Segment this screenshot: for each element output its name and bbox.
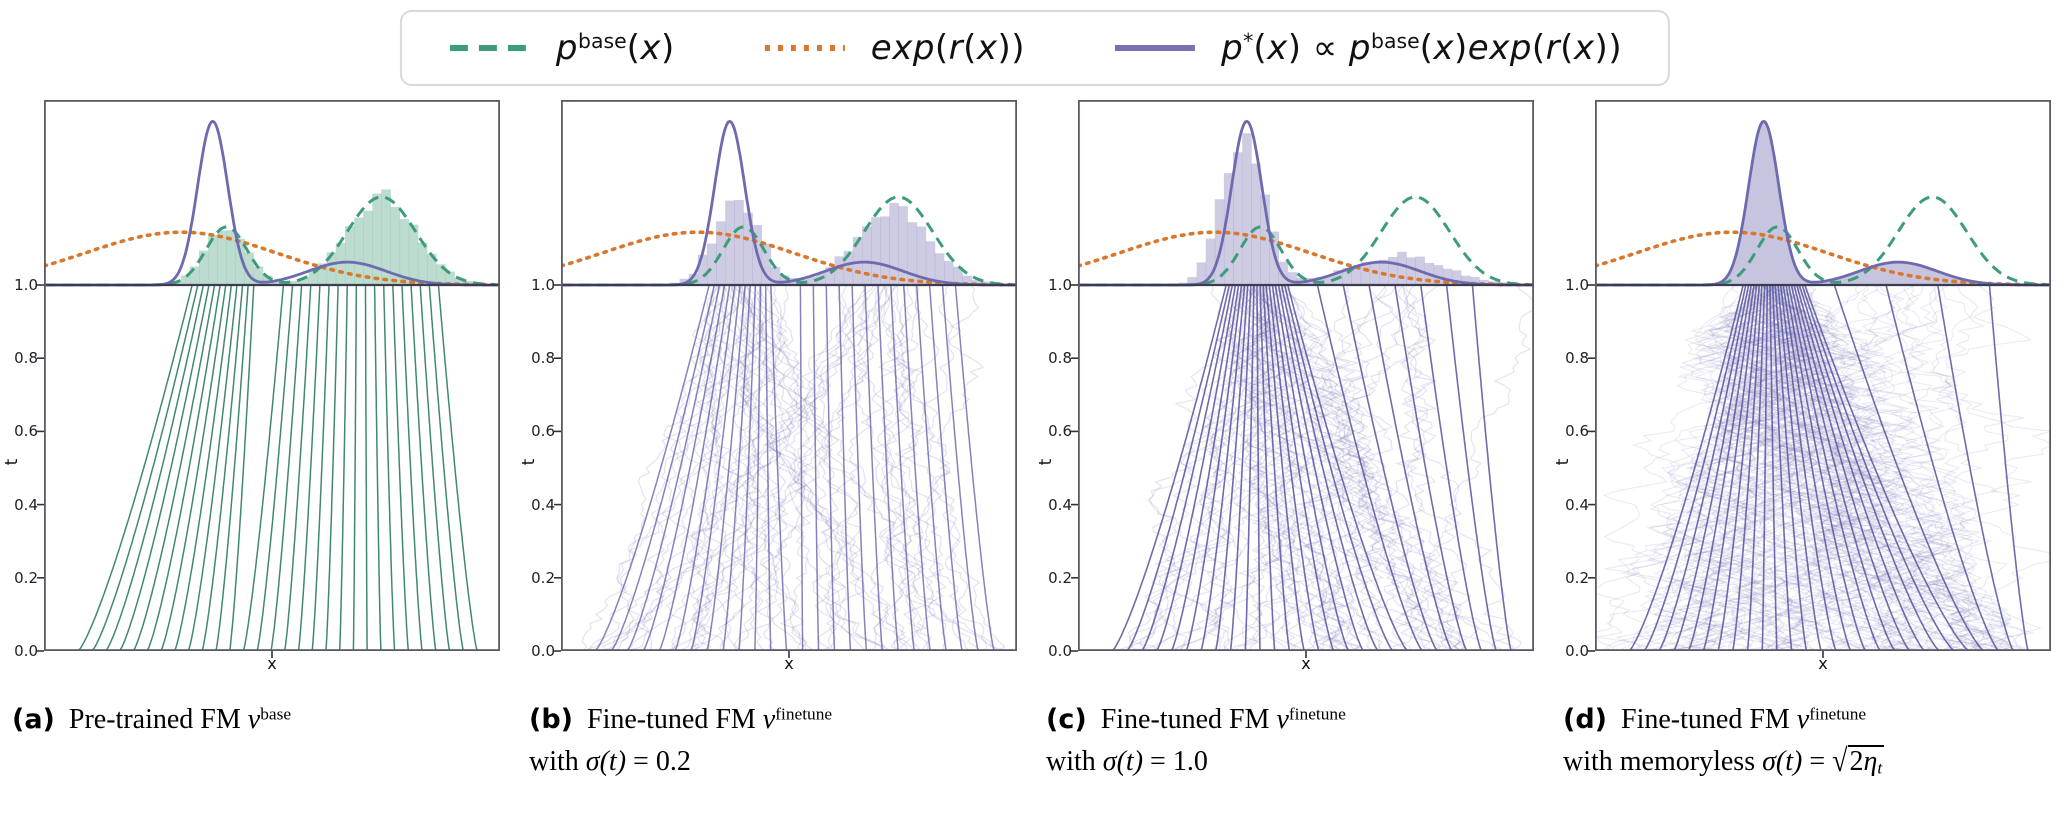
y-axis-title: t bbox=[1036, 458, 1056, 466]
y-tick-label: 0.4 bbox=[531, 495, 555, 514]
panel-a-plot bbox=[37, 99, 501, 658]
panel-d-y-axis: 1.0 0.8 0.6 0.4 0.2 0.0 t bbox=[1551, 100, 1595, 660]
panel-d: 1.0 0.8 0.6 0.4 0.2 0.0 t x (d) Fine-tuned FM v… bbox=[1551, 99, 2068, 783]
panel-a-caption: (a) Pre-trained FM vbase bbox=[12, 699, 513, 741]
caption-text: Pre-trained FM vbase bbox=[68, 704, 292, 735]
panel-c-x-label: x bbox=[1301, 654, 1311, 673]
caption-text: Fine-tuned FM vfinetune with memoryless σ… bbox=[1563, 704, 1885, 780]
legend-label-p-star: p*(x) ∝ pbase(x)exp(r(x)) bbox=[1221, 28, 1623, 68]
caption-tag: (c) bbox=[1046, 704, 1087, 735]
y-tick-label: 0.0 bbox=[531, 642, 555, 660]
legend: pbase(x) exp(r(x)) p*(x) ∝ pbase(x)exp(r(x… bbox=[399, 10, 1671, 86]
panel-c-plot bbox=[1071, 99, 1535, 658]
y-tick-label: 0.4 bbox=[14, 495, 38, 514]
panel-a-x-label: x bbox=[267, 654, 277, 673]
caption-tag: (a) bbox=[12, 704, 55, 735]
y-tick-label: 0.6 bbox=[14, 422, 38, 441]
caption-text: Fine-tuned FM vfinetune with σ(t) = 1.0 bbox=[1046, 704, 1346, 777]
caption-tag: (d) bbox=[1563, 704, 1608, 735]
panel-d-caption: (d) Fine-tuned FM vfinetune with memoryles… bbox=[1563, 699, 2064, 783]
y-tick-label: 0.6 bbox=[1565, 422, 1589, 441]
panel-b-y-axis: 1.0 0.8 0.6 0.4 0.2 0.0 t bbox=[517, 100, 561, 660]
y-tick-label: 0.8 bbox=[1048, 349, 1072, 368]
legend-entry-p-star: p*(x) ∝ pbase(x)exp(r(x)) bbox=[1113, 28, 1622, 68]
legend-entry-exp-r: exp(r(x)) bbox=[763, 28, 1025, 68]
y-tick-label: 0.4 bbox=[1565, 495, 1589, 514]
sqrt-expression: √2ηt bbox=[1832, 743, 1885, 780]
panel-b-plot bbox=[554, 99, 1018, 658]
caption-tag: (b) bbox=[529, 704, 574, 735]
y-axis-title: t bbox=[519, 458, 539, 466]
panel-c: 1.0 0.8 0.6 0.4 0.2 0.0 t x (c) Fine-tuned FM v… bbox=[1034, 99, 1551, 783]
y-tick-label: 0.2 bbox=[1565, 568, 1589, 587]
legend-dashed-line-icon bbox=[448, 43, 532, 53]
y-tick-label: 0.8 bbox=[531, 349, 555, 368]
y-tick-label: 1.0 bbox=[1048, 276, 1072, 294]
y-tick-label: 1.0 bbox=[14, 276, 38, 294]
panel-c-caption: (c) Fine-tuned FM vfinetune with σ(t) = 1.… bbox=[1046, 699, 1547, 783]
panel-d-x-label: x bbox=[1818, 654, 1828, 673]
y-tick-label: 0.0 bbox=[1048, 642, 1072, 660]
y-tick-label: 1.0 bbox=[1565, 276, 1589, 294]
y-tick-label: 0.2 bbox=[1048, 568, 1072, 587]
y-tick-label: 0.0 bbox=[14, 642, 38, 660]
legend-label-exp-r: exp(r(x)) bbox=[870, 28, 1026, 68]
y-tick-label: 0.6 bbox=[531, 422, 555, 441]
y-tick-label: 0.4 bbox=[1048, 495, 1072, 514]
y-tick-label: 1.0 bbox=[531, 276, 555, 294]
panel-a: 1.0 0.8 0.6 0.4 0.2 0.0 t x (a) Pre-trained FM … bbox=[0, 99, 517, 783]
y-axis-title: t bbox=[2, 458, 22, 466]
y-tick-label: 0.8 bbox=[14, 349, 38, 368]
panel-d-plot bbox=[1588, 99, 2052, 658]
panel-b: 1.0 0.8 0.6 0.4 0.2 0.0 t x (b) Fine-tuned FM v… bbox=[517, 99, 1034, 783]
panel-b-x-label: x bbox=[784, 654, 794, 673]
panel-a-y-axis: 1.0 0.8 0.6 0.4 0.2 0.0 t bbox=[0, 100, 44, 660]
y-tick-label: 0.0 bbox=[1565, 642, 1589, 660]
panels-row: 1.0 0.8 0.6 0.4 0.2 0.0 t x (a) Pre-trained FM … bbox=[0, 99, 2070, 783]
y-tick-label: 0.2 bbox=[14, 568, 38, 587]
panel-b-caption: (b) Fine-tuned FM vfinetune with σ(t) = 0.… bbox=[529, 699, 1030, 783]
legend-label-p-base: pbase(x) bbox=[555, 28, 675, 68]
panel-c-y-axis: 1.0 0.8 0.6 0.4 0.2 0.0 t bbox=[1034, 100, 1078, 660]
y-tick-label: 0.2 bbox=[531, 568, 555, 587]
legend-entry-p-base: pbase(x) bbox=[448, 28, 675, 68]
caption-text: Fine-tuned FM vfinetune with σ(t) = 0.2 bbox=[529, 704, 833, 777]
y-tick-label: 0.8 bbox=[1565, 349, 1589, 368]
legend-solid-line-icon bbox=[1113, 43, 1197, 53]
y-axis-title: t bbox=[1553, 458, 1573, 466]
y-tick-label: 0.6 bbox=[1048, 422, 1072, 441]
legend-dotted-line-icon bbox=[763, 43, 847, 53]
